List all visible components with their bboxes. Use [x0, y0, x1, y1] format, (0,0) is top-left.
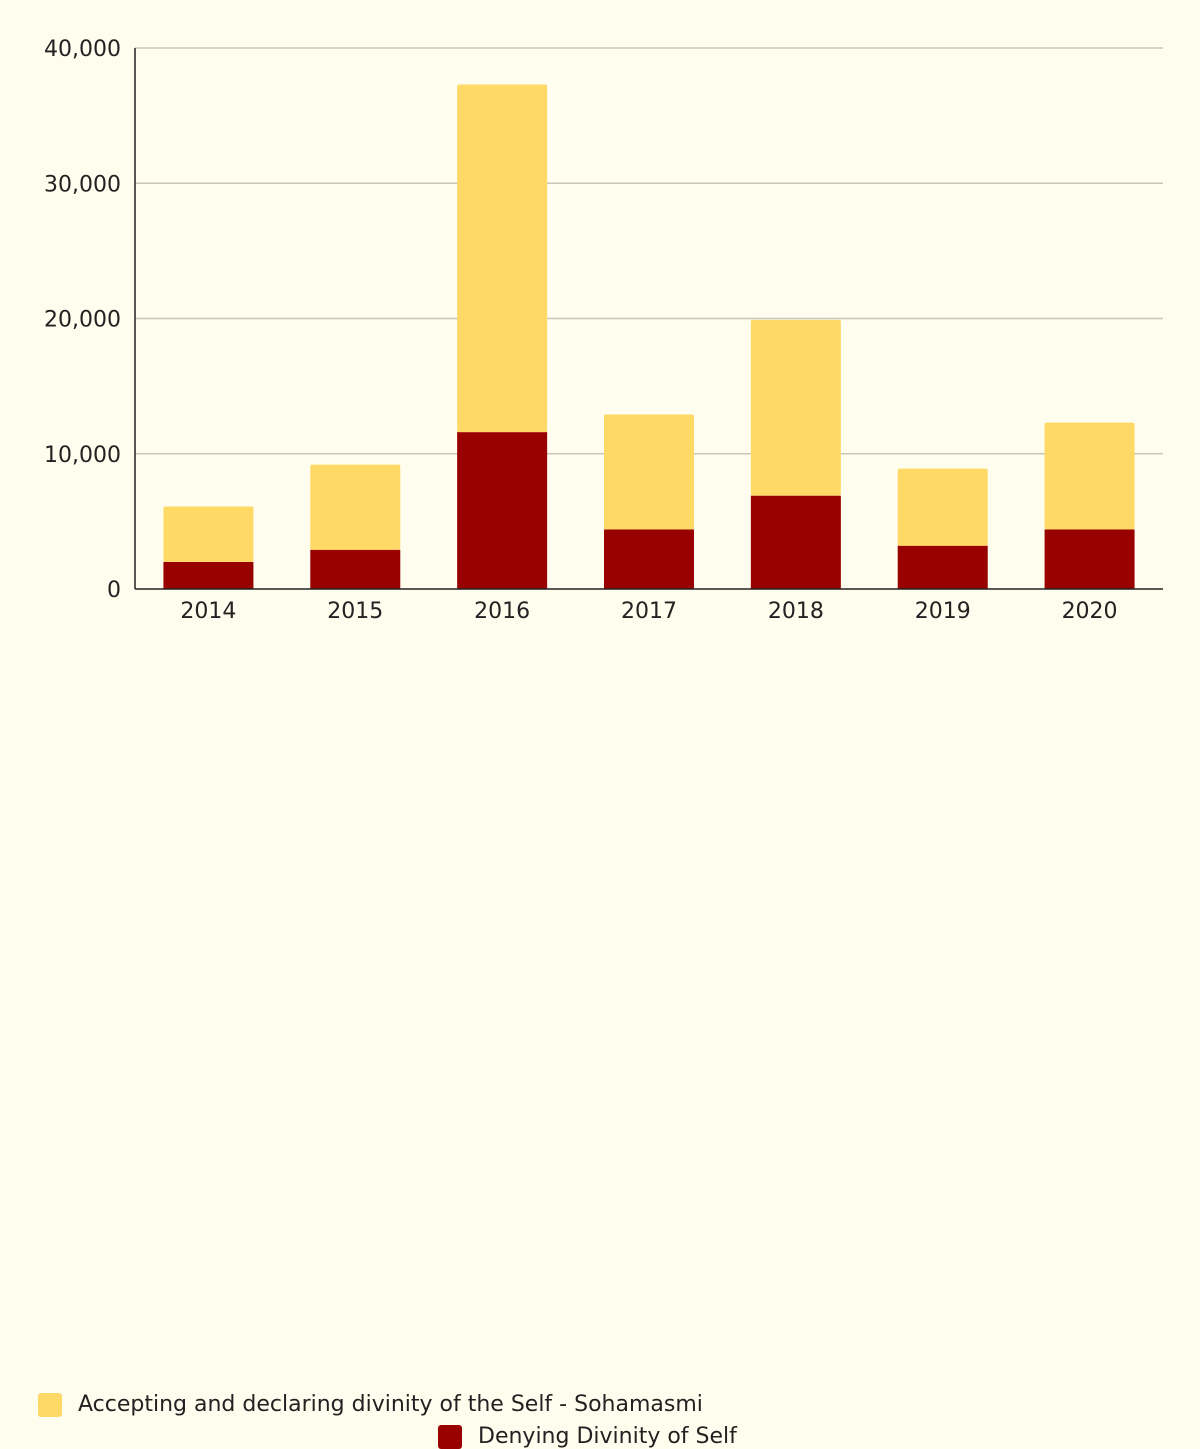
grid-lines	[135, 47, 1163, 455]
bar-segment[interactable]	[310, 464, 401, 550]
legend-swatch-accepting	[38, 1392, 62, 1417]
y-tick-label: 20,000	[44, 308, 121, 333]
bar-segment[interactable]	[604, 414, 694, 530]
bar-segment[interactable]	[604, 529, 694, 589]
legend-swatch-denying	[438, 1424, 462, 1449]
legend-item-accepting[interactable]: Accepting and declaring divinity of the …	[38, 1392, 703, 1417]
x-tick-label: 2018	[768, 599, 824, 624]
x-tick-label: 2014	[180, 599, 236, 624]
chart: 0 10,000 20,000 30,000 40,000 2014 2015 2016 201…	[38, 37, 1163, 1449]
x-tick-label: 2019	[915, 599, 971, 624]
legend-label-denying: Denying Divinity of Self	[478, 1424, 737, 1449]
bar-segment[interactable]	[1044, 422, 1135, 530]
bar-segment[interactable]	[750, 319, 841, 496]
y-tick-label: 0	[107, 578, 121, 603]
legend-label-accepting: Accepting and declaring divinity of the …	[78, 1392, 703, 1417]
bar-segment[interactable]	[163, 561, 254, 589]
tick-labels: 0 10,000 20,000 30,000 40,000 2014 2015 2016 201…	[44, 37, 1118, 624]
bar-segment[interactable]	[310, 549, 401, 589]
y-tick-label: 30,000	[44, 172, 121, 197]
bar-segment[interactable]	[897, 468, 988, 546]
y-tick-label: 10,000	[44, 443, 121, 468]
x-tick-label: 2016	[474, 599, 530, 624]
bar-segment[interactable]	[897, 545, 988, 589]
bars	[163, 84, 1135, 589]
bar-segment[interactable]	[457, 432, 548, 589]
y-tick-label: 40,000	[44, 37, 121, 62]
bar-segment[interactable]	[457, 84, 548, 433]
bar-segment[interactable]	[1044, 529, 1135, 589]
chart-plot: 0 10,000 20,000 30,000 40,000 2014 2015 2016 201…	[44, 37, 1163, 624]
bar-segment[interactable]	[750, 495, 841, 589]
legend-item-denying[interactable]: Denying Divinity of Self	[438, 1424, 737, 1449]
axes	[134, 48, 1163, 590]
bar-segment[interactable]	[163, 506, 254, 562]
x-tick-label: 2015	[327, 599, 383, 624]
x-tick-label: 2017	[621, 599, 677, 624]
x-tick-label: 2020	[1062, 599, 1118, 624]
